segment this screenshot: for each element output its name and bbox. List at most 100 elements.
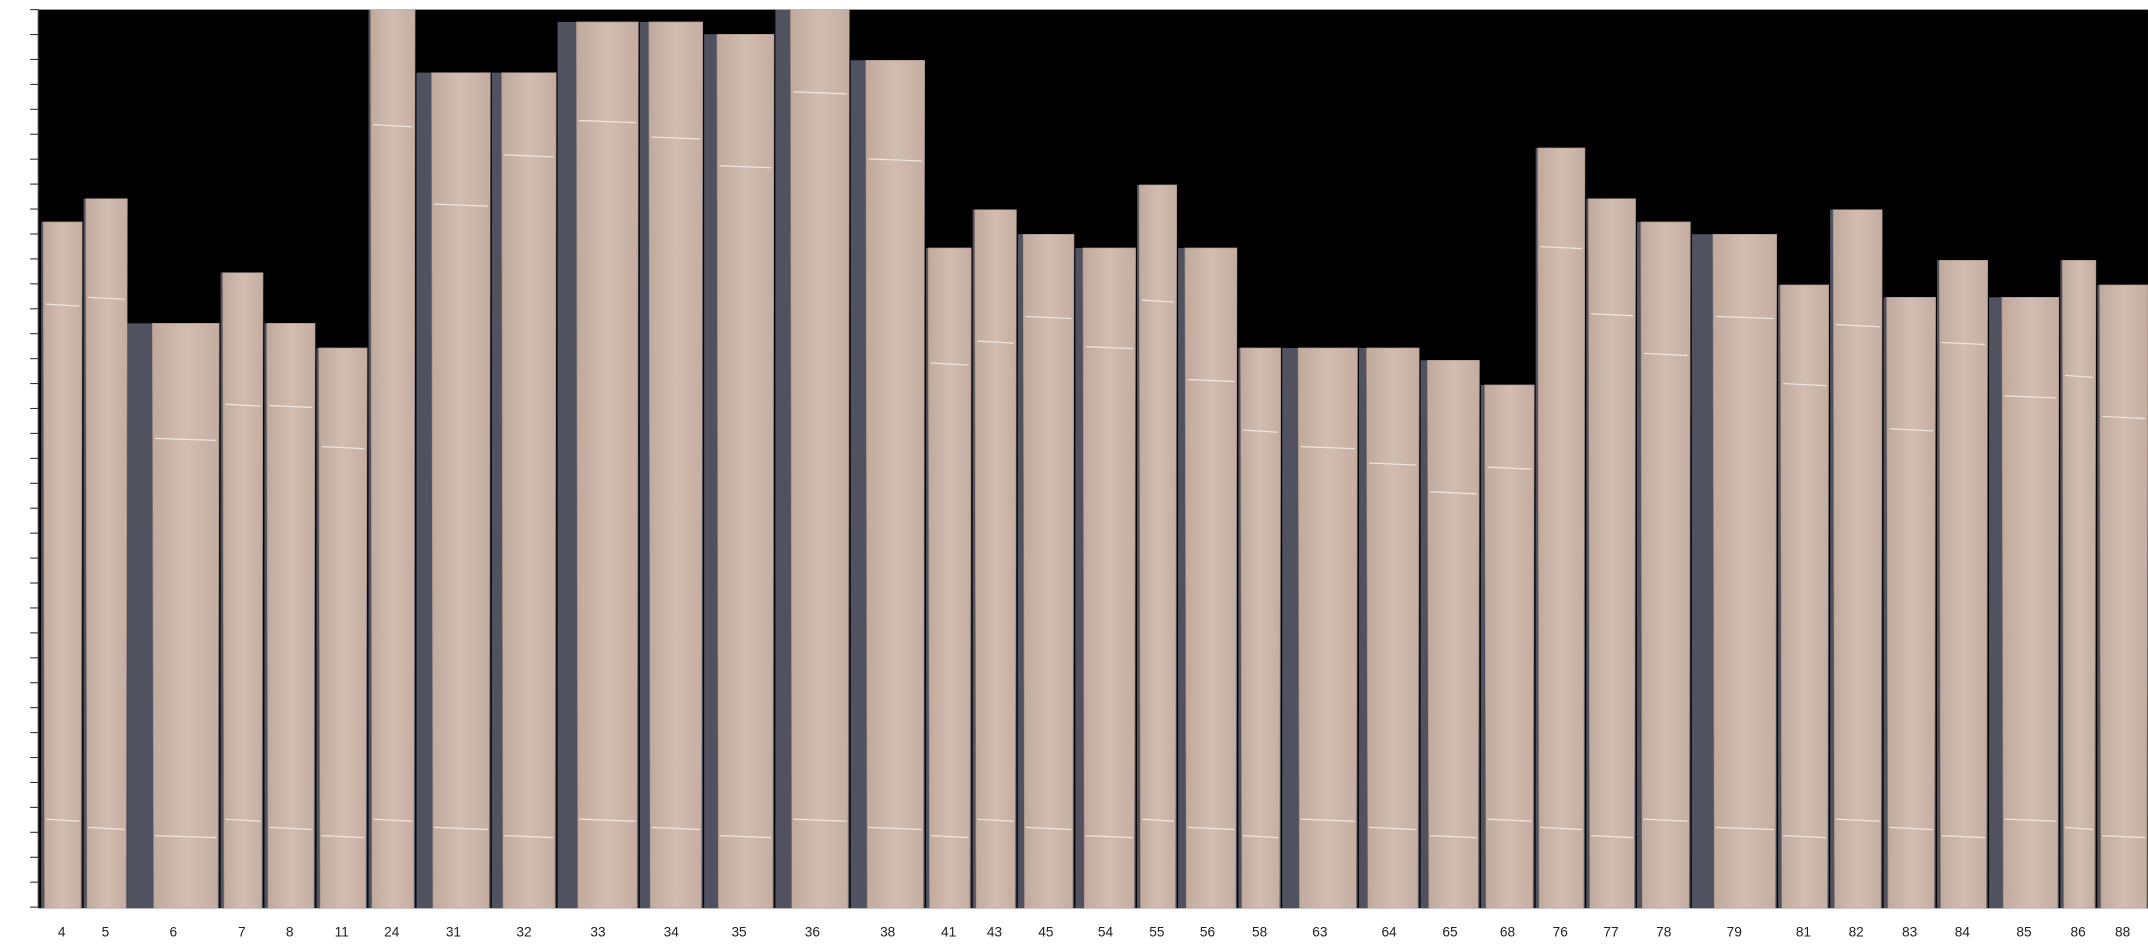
strip-label: 38 — [880, 924, 896, 939]
strip-label: 32 — [516, 924, 531, 939]
strip-label: 83 — [1902, 924, 1918, 939]
strip-label: 65 — [1442, 924, 1458, 939]
strip-mark — [434, 203, 488, 207]
strip-label: 34 — [664, 924, 680, 939]
strip-mark — [1889, 826, 1933, 831]
strip-label: 45 — [1038, 924, 1054, 939]
veneer-strip — [1184, 247, 1238, 909]
strip-mark — [155, 835, 217, 839]
strip-mark — [1300, 818, 1355, 822]
strip-mark — [88, 826, 125, 831]
strip-label: 33 — [590, 924, 606, 939]
veneer-strip — [2062, 260, 2097, 909]
strip-mark — [977, 340, 1014, 344]
strip-label: 6 — [170, 924, 178, 939]
strip-mark — [1243, 429, 1279, 433]
strip-mark — [868, 158, 922, 162]
strip-label: 41 — [941, 924, 956, 939]
veneer-strip — [865, 59, 925, 909]
veneer-strip — [1832, 209, 1883, 909]
strip-labels: 4 5 6 7 8 11 24 31 32 33 34 35 36 38 41 43 45 54 55 56 58 63 6… — [58, 924, 2131, 939]
strip-label: 36 — [805, 924, 821, 939]
strip-mark — [1187, 378, 1235, 383]
strip-mark — [1369, 462, 1417, 466]
strip-mark — [1430, 491, 1477, 495]
strip-mark — [719, 165, 772, 169]
strip-mark — [1835, 818, 1880, 822]
veneer-strip — [716, 33, 775, 909]
strip-mark — [2102, 415, 2146, 420]
strip-mark — [2065, 826, 2094, 831]
strip-mark — [1941, 835, 1985, 839]
veneer-strip — [1780, 284, 1830, 909]
strip-mark — [1025, 315, 1072, 320]
strip-label: 76 — [1553, 924, 1569, 939]
strip-mark — [1487, 466, 1532, 470]
strip-mark — [45, 303, 80, 307]
strip-mark — [2065, 374, 2094, 379]
strip-label: 54 — [1098, 924, 1114, 939]
veneer-strip — [2001, 296, 2060, 909]
strip-label: 86 — [2070, 924, 2086, 939]
strip-label: 78 — [1656, 924, 1672, 939]
veneer-strip — [431, 72, 491, 909]
strip-mark — [651, 136, 701, 140]
veneer-strip — [974, 209, 1017, 909]
strip-mark — [2102, 835, 2146, 839]
strip-mark — [1889, 428, 1933, 432]
veneer-strip — [927, 247, 972, 909]
veneer-strip — [1240, 347, 1282, 909]
strip-mark — [225, 818, 261, 822]
veneer-strip — [1484, 384, 1535, 909]
strip-mark — [1783, 382, 1827, 387]
strip-mark — [45, 818, 80, 822]
strip-mark — [1187, 826, 1235, 831]
strip-mark — [793, 91, 847, 95]
strip-mark — [225, 403, 261, 407]
strip-mark — [1243, 835, 1279, 839]
strip-label: 64 — [1381, 924, 1397, 939]
veneer-strip — [1588, 198, 1636, 909]
strip-mark — [504, 835, 554, 839]
strip-label: 55 — [1149, 924, 1165, 939]
strip-mark — [579, 119, 636, 124]
veneer-strip — [1537, 147, 1586, 909]
strip-mark — [1715, 826, 1775, 831]
strip-label: 11 — [335, 924, 349, 939]
strip-label: 63 — [1312, 924, 1328, 939]
strip-mark — [1591, 313, 1633, 317]
strip-mark — [1715, 315, 1775, 320]
strip-mark — [1141, 299, 1175, 303]
veneer-strip — [266, 323, 316, 909]
veneer-strip — [1938, 260, 1988, 909]
veneer-strip — [790, 9, 850, 909]
strip-mark — [1487, 818, 1532, 822]
strip-mark — [1783, 835, 1827, 839]
strip-mark — [719, 835, 772, 839]
strip-mark — [793, 818, 847, 822]
strip-mark — [269, 404, 313, 409]
veneer-strip — [1082, 247, 1136, 909]
veneer-strip — [1138, 184, 1178, 909]
strip-mark — [930, 835, 969, 839]
veneer-strip — [1427, 360, 1480, 909]
veneer-strip — [1366, 347, 1420, 909]
strip-mark — [321, 835, 365, 839]
strip-mark — [1141, 818, 1175, 822]
strip-mark — [868, 826, 922, 831]
veneer-strip — [1712, 233, 1778, 909]
strip-mark — [2004, 395, 2057, 399]
strip-label: 58 — [1252, 924, 1268, 939]
strip-mark — [1025, 826, 1072, 831]
strips — [41, 9, 2148, 909]
veneer-strip — [370, 9, 416, 909]
strip-mark — [321, 445, 365, 450]
veneer-strip — [152, 323, 220, 909]
strip-mark — [269, 826, 313, 831]
strip-mark — [1941, 341, 1985, 346]
strip-mark — [373, 124, 413, 128]
strip-mark — [977, 818, 1014, 822]
veneer-strip — [1297, 347, 1358, 909]
strip-mark — [1835, 324, 1880, 328]
